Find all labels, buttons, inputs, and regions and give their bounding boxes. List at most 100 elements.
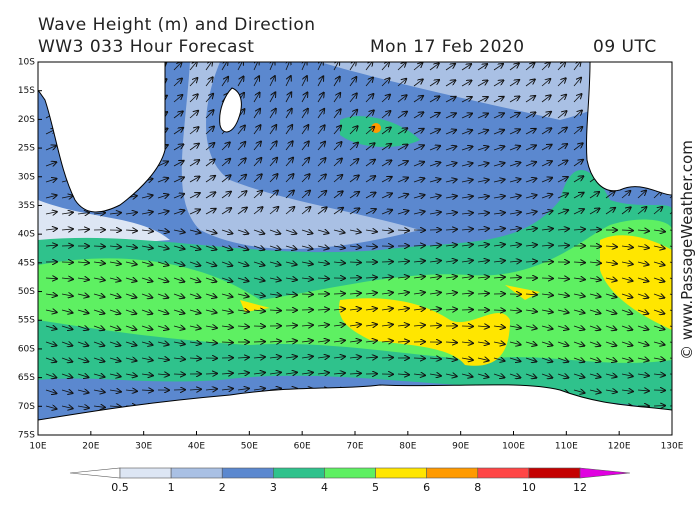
arrow: [397, 261, 409, 262]
arrow: [269, 125, 276, 135]
high-wave: [240, 285, 540, 312]
arrow: [45, 294, 57, 296]
arrow: [397, 292, 409, 294]
arrow: [445, 179, 457, 182]
arrow: [557, 326, 569, 329]
arrow: [397, 211, 408, 214]
arrow: [365, 160, 375, 167]
arrow: [557, 177, 568, 183]
arrow: [365, 176, 375, 183]
arrow: [541, 229, 553, 230]
lat-label: 45S: [18, 258, 35, 268]
legend-label: 12: [573, 481, 587, 494]
lat-label: 30S: [18, 172, 35, 182]
arrow: [413, 79, 423, 87]
arrow: [333, 142, 342, 151]
arrow: [269, 262, 281, 265]
arrow: [237, 294, 249, 297]
arrow: [589, 278, 601, 280]
arrow: [653, 262, 665, 265]
arrow: [445, 293, 457, 294]
arrow: [541, 145, 552, 151]
arrow: [301, 246, 313, 249]
arrow: [413, 129, 424, 135]
arrow: [237, 175, 246, 183]
arrow: [125, 374, 137, 376]
arrow: [221, 373, 233, 374]
arrow: [477, 113, 488, 119]
arrow: [477, 358, 489, 361]
arrow: [61, 390, 73, 393]
arrow: [477, 229, 489, 230]
arrow: [541, 342, 552, 345]
arrow: [125, 212, 137, 214]
arrow: [173, 111, 183, 119]
arrow: [365, 308, 377, 310]
arrow: [605, 191, 615, 199]
arrow: [189, 127, 199, 135]
arrow: [445, 260, 457, 262]
legend-label: 6: [423, 481, 430, 494]
arrow: [573, 193, 584, 199]
arrow: [637, 246, 649, 248]
arrow: [365, 143, 375, 151]
legend-label: 3: [270, 481, 277, 494]
arrow: [397, 325, 409, 326]
arrow: [573, 294, 585, 296]
arrow: [109, 358, 121, 361]
arrow: [317, 230, 329, 233]
arrow: [365, 62, 373, 71]
arrow: [461, 64, 471, 71]
arrow: [541, 294, 553, 295]
legend-swatch: [324, 467, 376, 479]
arrow: [365, 246, 377, 247]
arrow: [125, 230, 137, 231]
arrow: [557, 128, 567, 135]
arrow: [125, 390, 137, 391]
arrow: [141, 326, 152, 330]
arrow: [45, 278, 57, 279]
arrow: [141, 374, 153, 376]
arrow: [253, 294, 265, 296]
arrow: [461, 180, 473, 182]
arrow: [173, 95, 182, 103]
arrow: [301, 262, 313, 264]
arrow: [573, 62, 581, 71]
legend-over: [579, 467, 631, 479]
arrow: [317, 207, 327, 215]
arrow: [637, 230, 649, 231]
arrow: [493, 228, 505, 230]
arrow: [381, 177, 392, 183]
arrow: [93, 294, 105, 297]
arrow: [157, 178, 168, 182]
arrow: [493, 213, 505, 214]
map: [38, 62, 672, 435]
arrow: [125, 326, 136, 330]
arrow: [397, 341, 409, 342]
arrow: [45, 179, 56, 182]
legend-under: [69, 467, 121, 479]
arrow: [477, 326, 489, 327]
lon-label: 130E: [661, 442, 684, 452]
arrow: [157, 310, 168, 314]
arrow: [541, 326, 553, 329]
arrow: [365, 341, 377, 342]
arrow: [525, 358, 536, 362]
arrow: [333, 208, 343, 215]
legend-swatch: [528, 467, 581, 479]
arrow: [461, 147, 472, 150]
arrow: [605, 278, 617, 281]
arrow: [285, 294, 297, 295]
arrow: [173, 310, 184, 313]
arrow: [477, 374, 489, 377]
arrow: [269, 310, 281, 311]
arrow: [413, 211, 425, 214]
arrow: [333, 262, 345, 263]
arrow: [653, 207, 662, 215]
arrow: [237, 357, 249, 358]
arrow: [270, 62, 274, 71]
arrow: [573, 278, 585, 280]
arrow: [413, 112, 423, 119]
arrow: [189, 326, 201, 328]
arrow: [397, 374, 409, 375]
